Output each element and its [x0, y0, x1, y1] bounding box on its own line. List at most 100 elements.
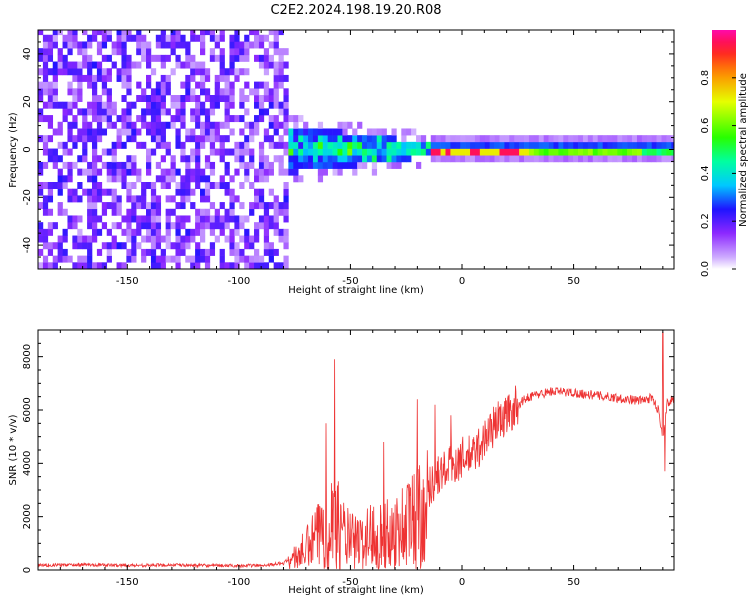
heatmap-cell — [42, 242, 49, 250]
heatmap-cell — [249, 202, 255, 210]
heatmap-cell — [175, 222, 181, 230]
heatmap-cell — [175, 135, 181, 143]
heatmap-cell — [87, 74, 93, 82]
heatmap-cell — [106, 115, 112, 123]
heatmap-cell — [268, 242, 274, 250]
heatmap-cell — [278, 155, 284, 163]
heatmap-cell — [101, 202, 108, 210]
heatmap-cell — [430, 135, 436, 143]
heatmap-cell — [548, 155, 554, 163]
heatmap-cell — [67, 168, 73, 176]
heatmap-cell — [136, 202, 142, 210]
heatmap-cell — [263, 128, 270, 136]
heatmap-cell — [106, 54, 112, 62]
heatmap-cell — [38, 202, 44, 210]
heatmap-cell — [96, 115, 103, 123]
heatmap-cell — [82, 74, 88, 82]
heatmap-cell — [278, 135, 284, 143]
heatmap-cell — [627, 155, 633, 163]
heatmap-cell — [111, 61, 117, 69]
heatmap-cell — [111, 161, 117, 169]
colorbar: 0.00.20.40.60.8 Normalized spectral ampl… — [700, 30, 749, 277]
heatmap-cell — [62, 141, 68, 149]
heatmap-cell — [101, 115, 108, 123]
heatmap-cell — [121, 61, 127, 69]
heatmap-cell — [126, 228, 132, 236]
heatmap-cell — [126, 135, 132, 143]
heatmap-cell — [38, 135, 44, 143]
heatmap-cell — [278, 202, 284, 210]
heatmap-cell — [254, 255, 260, 263]
heatmap-cell — [234, 195, 240, 203]
heatmap-cell — [126, 182, 132, 189]
heatmap-cell — [219, 215, 225, 223]
heatmap-cell — [258, 168, 265, 176]
heatmap-cell — [514, 155, 520, 163]
heatmap-cell — [190, 95, 196, 102]
heatmap-cell — [214, 182, 220, 189]
heatmap-cell — [249, 121, 255, 129]
heatmap-cell — [278, 262, 284, 269]
heatmap-cell — [263, 262, 270, 269]
heatmap-cell — [401, 141, 407, 149]
heatmap-cell — [612, 135, 618, 143]
heatmap-cell — [106, 95, 112, 102]
heatmap-cell — [170, 155, 176, 163]
heatmap-cell — [170, 115, 176, 123]
heatmap-cell — [332, 161, 338, 169]
heatmap-cell — [136, 115, 142, 123]
heatmap-cell — [111, 141, 117, 149]
heatmap-cell — [322, 141, 328, 149]
heatmap-cell — [87, 61, 93, 69]
heatmap-cell — [160, 155, 166, 163]
heatmap-cell — [553, 148, 559, 156]
heatmap-cell — [582, 148, 589, 156]
heatmap-cell — [170, 101, 176, 109]
heatmap-cell — [460, 155, 466, 163]
heatmap-cell — [106, 168, 112, 176]
heatmap-cell — [111, 222, 117, 230]
heatmap-cell — [47, 155, 54, 163]
heatmap-cell — [141, 34, 147, 42]
heatmap-cell — [150, 148, 157, 156]
heatmap-cell — [96, 108, 103, 116]
heatmap-cell — [38, 88, 44, 96]
heatmap-cell — [420, 141, 427, 149]
heatmap-cell — [641, 155, 648, 163]
heatmap-cell — [116, 34, 122, 42]
heatmap-cell — [249, 148, 255, 156]
heatmap-cell — [509, 135, 515, 143]
heatmap-cell — [200, 68, 206, 76]
heatmap-cell — [249, 161, 255, 169]
heatmap-cell — [96, 48, 103, 56]
heatmap-cell — [42, 235, 49, 243]
heatmap-cell — [111, 48, 117, 56]
heatmap-cell — [204, 222, 211, 230]
heatmap-cell — [239, 88, 245, 96]
heatmap-cell — [92, 202, 98, 210]
heatmap-cell — [77, 195, 83, 203]
heatmap-cell — [332, 155, 338, 163]
heatmap-cell — [195, 255, 201, 263]
heatmap-cell — [72, 101, 78, 109]
heatmap-cell — [146, 41, 152, 49]
heatmap-cell — [332, 148, 338, 156]
heatmap-cell — [470, 141, 476, 149]
heatmap-cell — [254, 88, 260, 96]
heatmap-cell — [254, 54, 260, 62]
heatmap-cell — [204, 88, 211, 96]
heatmap-cell — [519, 135, 525, 143]
heatmap-cell — [548, 148, 554, 156]
heatmap-cell — [254, 195, 260, 203]
heatmap-cell — [632, 155, 638, 163]
heatmap-cell — [381, 128, 387, 136]
heatmap-cell — [273, 215, 279, 223]
heatmap-cell — [77, 48, 83, 56]
heatmap-cell — [268, 222, 274, 230]
heatmap-cell — [244, 141, 250, 149]
heatmap-cell — [622, 135, 628, 143]
heatmap-cell — [141, 202, 147, 210]
heatmap-cell — [141, 188, 147, 196]
heatmap-cell — [568, 155, 574, 163]
